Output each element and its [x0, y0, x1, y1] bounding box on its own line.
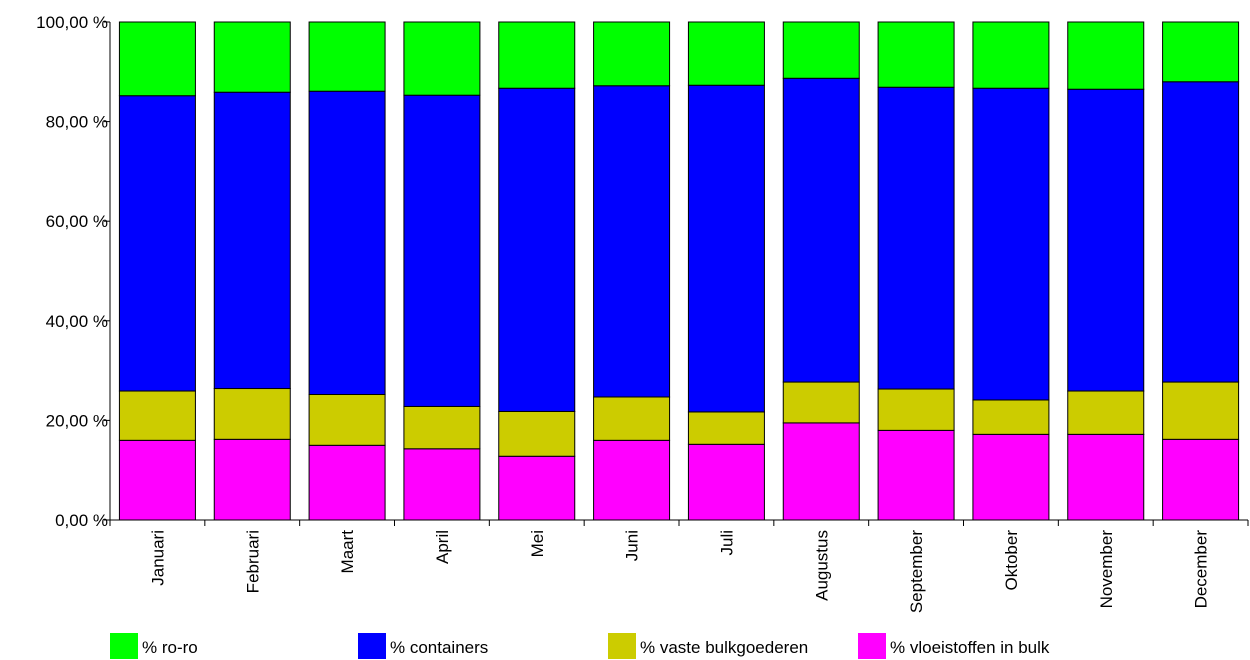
bar-segment: [593, 21, 671, 87]
y-tick-label: 80,00 %: [46, 113, 108, 132]
legend-label: % ro-ro: [142, 638, 198, 657]
bar-segment: [782, 77, 860, 383]
x-tick-label: Januari: [148, 530, 167, 586]
bar-segment: [593, 85, 671, 398]
x-tick-label: Augustus: [812, 530, 831, 601]
x-tick-label: Juli: [717, 530, 736, 556]
legend-swatch: [608, 633, 636, 659]
bar-segment: [498, 455, 576, 521]
y-tick-label: 40,00 %: [46, 312, 108, 331]
legend-label: % containers: [390, 638, 488, 657]
y-tick-label: 60,00 %: [46, 212, 108, 231]
bar-segment: [213, 91, 291, 390]
bar-segment: [593, 439, 671, 521]
legend-swatch: [858, 633, 886, 659]
bar-segment: [403, 21, 481, 96]
y-tick-label: 100,00 %: [36, 13, 108, 32]
bar-segment: [118, 439, 196, 521]
bar-segment: [403, 448, 481, 521]
bar-segment: [213, 21, 291, 93]
legend-swatch: [358, 633, 386, 659]
bar-segment: [877, 21, 955, 88]
bar-segment: [782, 381, 860, 424]
bar-segment: [498, 410, 576, 457]
bar-segment: [118, 390, 196, 441]
x-tick-label: December: [1192, 530, 1211, 609]
bar-segment: [498, 21, 576, 89]
bar-segment: [972, 21, 1050, 89]
x-tick-label: April: [433, 530, 452, 564]
bar-segment: [308, 90, 386, 396]
bar-segment: [403, 405, 481, 450]
bar-segment: [877, 86, 955, 390]
bar-segment: [1067, 21, 1145, 90]
bar-segment: [972, 87, 1050, 401]
bar-segment: [877, 388, 955, 431]
y-tick-label: 0,00 %: [55, 511, 108, 530]
bar-segment: [877, 429, 955, 521]
bar-segment: [687, 84, 765, 413]
bar-segment: [118, 95, 196, 392]
bar-segment: [213, 388, 291, 440]
bar-segment: [1162, 381, 1240, 440]
legend-label: % vloeistoffen in bulk: [890, 638, 1050, 657]
y-tick-label: 20,00 %: [46, 411, 108, 430]
bar-segment: [687, 443, 765, 521]
bar-segment: [498, 87, 576, 412]
x-tick-label: September: [907, 530, 926, 613]
bar-segment: [1162, 438, 1240, 521]
bar-segment: [213, 438, 291, 521]
bar-segment: [1067, 88, 1145, 392]
bar-segment: [972, 399, 1050, 435]
x-tick-label: Juni: [623, 530, 642, 561]
bar-segment: [403, 94, 481, 407]
x-tick-label: Maart: [338, 530, 357, 574]
x-tick-label: Februari: [243, 530, 262, 593]
bar-segment: [782, 21, 860, 79]
x-tick-label: Oktober: [1002, 530, 1021, 591]
x-tick-label: Mei: [528, 530, 547, 557]
bar-segment: [1162, 21, 1240, 83]
bar-segment: [118, 21, 196, 97]
legend-swatch: [110, 633, 138, 659]
bar-segment: [1067, 433, 1145, 521]
bar-segment: [687, 21, 765, 86]
bar-segment: [308, 21, 386, 92]
bar-segment: [308, 444, 386, 521]
bar-segment: [308, 394, 386, 446]
bar-segment: [1162, 81, 1240, 383]
legend-label: % vaste bulkgoederen: [640, 638, 808, 657]
bar-segment: [687, 411, 765, 445]
bar-segment: [593, 396, 671, 441]
bar-segment: [782, 422, 860, 521]
bar-segment: [972, 433, 1050, 521]
bar-segment: [1067, 390, 1145, 435]
x-tick-label: November: [1097, 530, 1116, 609]
